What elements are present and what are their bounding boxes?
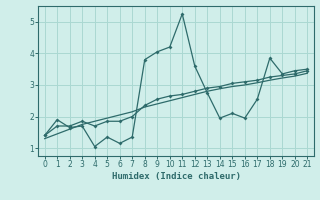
X-axis label: Humidex (Indice chaleur): Humidex (Indice chaleur): [111, 172, 241, 181]
